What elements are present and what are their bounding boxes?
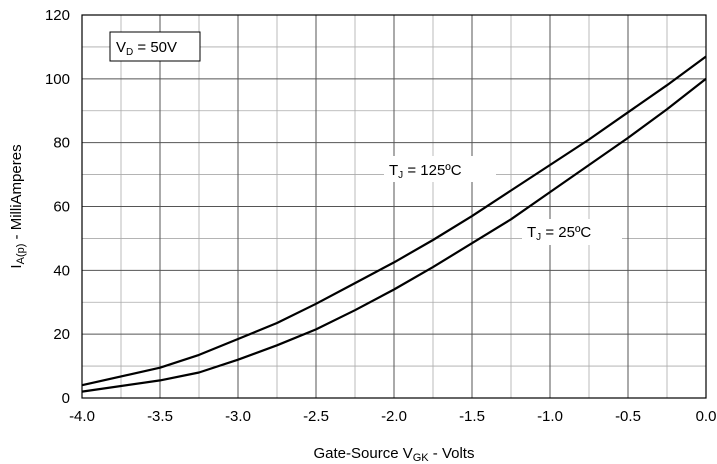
major-grid (81, 14, 707, 399)
y-tick-label: 100 (45, 71, 70, 88)
x-tick-label: -4.0 (69, 408, 95, 425)
series-line-25c (81, 77, 707, 393)
x-tick-label: -3.0 (225, 408, 251, 425)
y-tick-label: 40 (53, 262, 70, 279)
x-axis-ticks: -4.0 -3.5 -3.0 -2.5 -2.0 -1.5 -1.0 -0.5 0.0 (69, 408, 716, 425)
x-tick-label: -1.0 (537, 408, 563, 425)
series-label-125c: TJ = 125ºC (384, 156, 496, 182)
y-tick-label: 120 (45, 7, 70, 24)
x-tick-label: -2.0 (381, 408, 407, 425)
condition-box: VD = 50V (109, 31, 201, 62)
x-axis-label: Gate-Source VGK - Volts (314, 445, 475, 464)
x-tick-label: 0.0 (696, 408, 717, 425)
x-tick-label: -2.5 (303, 408, 329, 425)
condition-label: VD = 50V (116, 39, 177, 58)
x-tick-label: -1.5 (459, 408, 485, 425)
y-tick-label: 80 (53, 135, 70, 152)
y-tick-label: 20 (53, 326, 70, 343)
x-tick-label: -0.5 (615, 408, 641, 425)
series-lines (81, 55, 707, 393)
series-line-125c (81, 55, 707, 387)
y-axis-ticks: 0 20 40 60 80 100 120 (45, 7, 70, 407)
series-label-25c: TJ = 25ºC (522, 219, 622, 245)
x-tick-label: -3.5 (147, 408, 173, 425)
svg-text:TJ = 125ºC: TJ = 125ºC (389, 162, 462, 181)
y-tick-label: 60 (53, 199, 70, 216)
svg-text:TJ = 25ºC: TJ = 25ºC (527, 224, 591, 243)
plot-frame (81, 14, 707, 399)
y-tick-label: 0 (62, 390, 70, 407)
y-axis-label: IA(p) - MilliAmperes (8, 144, 27, 268)
